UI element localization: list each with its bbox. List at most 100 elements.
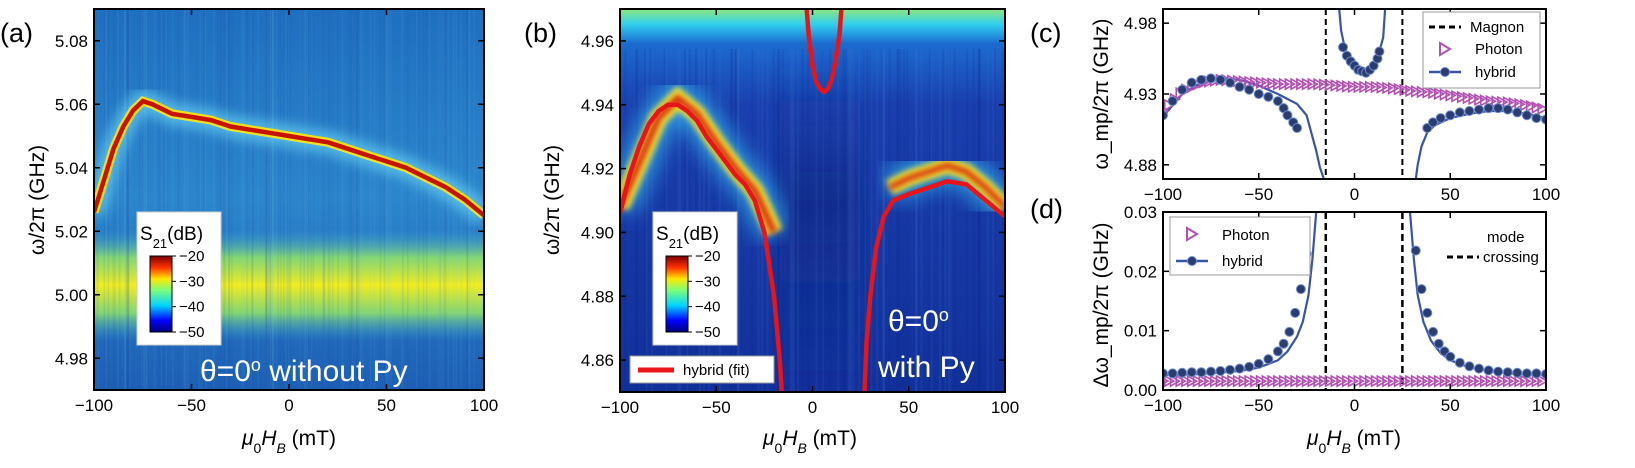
xtick-label: 0 bbox=[284, 396, 293, 415]
noise-stripe bbox=[942, 49, 945, 392]
noise-stripe bbox=[139, 9, 141, 390]
photon-marker bbox=[1336, 374, 1348, 388]
photon-marker bbox=[1388, 81, 1400, 95]
noise-stripe bbox=[267, 9, 270, 390]
photon-marker bbox=[1290, 77, 1302, 91]
noise-stripe bbox=[124, 9, 126, 390]
photon-marker bbox=[1416, 85, 1429, 99]
noise-stripe bbox=[356, 9, 358, 390]
noise-stripe bbox=[277, 9, 280, 390]
axes-a-xticks: −100 −50 0 50 100 bbox=[75, 9, 498, 415]
hybrid-marker bbox=[1196, 74, 1207, 85]
hybrid-marker bbox=[1253, 358, 1264, 369]
noise-stripe bbox=[160, 9, 162, 390]
noise-stripe bbox=[821, 49, 824, 392]
hybrid-marker bbox=[1284, 326, 1295, 337]
noise-stripe bbox=[797, 49, 800, 392]
photon-marker bbox=[1365, 80, 1377, 94]
ytick-label: 0.02 bbox=[1124, 262, 1157, 281]
colorbar-tick-label: −50 bbox=[179, 324, 204, 341]
colorbar-tick-label: −30 bbox=[179, 273, 204, 290]
photon-marker bbox=[1284, 374, 1297, 388]
noise-stripe bbox=[323, 9, 325, 390]
xtick-label: 0 bbox=[808, 398, 817, 417]
noise-stripe bbox=[350, 9, 353, 390]
photon-marker bbox=[1497, 374, 1509, 388]
legend-c: Magnon Photon hybrid bbox=[1422, 11, 1541, 89]
noise-stripe bbox=[289, 9, 292, 390]
photon-marker bbox=[1342, 79, 1354, 93]
noise-stripe bbox=[257, 9, 260, 390]
panel-label-c: (c) bbox=[1030, 18, 1061, 48]
noise-stripe bbox=[428, 9, 431, 390]
colorbar-tick-label: −50 bbox=[695, 324, 720, 341]
hybrid-marker bbox=[1244, 361, 1255, 372]
noise-stripe bbox=[949, 49, 952, 392]
photon-marker bbox=[1485, 94, 1498, 108]
annotation-a: θ=0o without Py bbox=[200, 355, 408, 388]
noise-stripe bbox=[920, 49, 923, 392]
photon-marker bbox=[1468, 374, 1480, 388]
legend-d-photon-swatch bbox=[1186, 226, 1199, 242]
annotation-b-line1: θ=0o bbox=[888, 305, 949, 338]
photon-marker bbox=[1508, 374, 1521, 388]
legend-d-photon-label: Photon bbox=[1222, 227, 1270, 244]
xtick-label: 50 bbox=[1441, 185, 1460, 204]
axes-d-ylabel: Δω_mp/2π (GHz) bbox=[1090, 222, 1113, 387]
noise-stripe bbox=[357, 9, 360, 390]
noise-stripe bbox=[141, 9, 143, 390]
xtick-label: −100 bbox=[1144, 185, 1182, 204]
photon-marker bbox=[1410, 374, 1423, 388]
hybrid-marker bbox=[1177, 367, 1188, 378]
noise-stripe bbox=[829, 49, 832, 392]
axes-a-yticks: 4.98 5.00 5.02 5.04 5.06 5.08 bbox=[55, 32, 484, 368]
hybrid-marker bbox=[1428, 326, 1439, 337]
axes-b-yticks: 4.86 4.88 4.90 4.92 4.94 4.96 bbox=[581, 32, 1005, 370]
photon-marker bbox=[1284, 77, 1297, 91]
colorbar-b-ticks: −20 −30 −40 −50 bbox=[688, 248, 720, 341]
photon-marker bbox=[1531, 101, 1544, 114]
noise-stripe bbox=[896, 49, 899, 392]
hybrid-marker bbox=[1234, 81, 1245, 92]
photon-marker bbox=[1175, 374, 1187, 388]
hybrid-marker bbox=[1290, 307, 1301, 318]
hybrid-marker bbox=[1338, 42, 1349, 53]
noise-stripe bbox=[944, 49, 947, 392]
legend-d-crossing-label-line1: mode bbox=[1487, 229, 1525, 246]
photon-marker bbox=[1370, 374, 1383, 388]
colorbar-b: S21(dB) −20 −30 −40 −50 bbox=[652, 211, 738, 346]
noise-stripe bbox=[299, 9, 302, 390]
noise-stripe bbox=[125, 9, 127, 390]
noise-stripe bbox=[196, 9, 199, 390]
noise-stripe bbox=[792, 49, 795, 392]
photon-marker bbox=[1267, 77, 1279, 91]
photon-marker bbox=[1273, 77, 1285, 91]
noise-stripe bbox=[650, 49, 653, 392]
panel-c-hybrid-points bbox=[1163, 42, 1546, 133]
noise-stripe bbox=[127, 9, 130, 390]
photon-marker bbox=[1382, 374, 1394, 388]
photon-marker bbox=[1399, 374, 1411, 388]
legend-c-magnon-label: Magnon bbox=[1470, 19, 1524, 36]
noise-stripe bbox=[329, 9, 331, 390]
photon-marker bbox=[1267, 374, 1279, 388]
noise-stripe bbox=[407, 9, 409, 390]
colorbar-a-label: S21(dB) bbox=[140, 224, 203, 251]
hybrid-marker bbox=[1493, 366, 1504, 377]
noise-stripe bbox=[166, 9, 169, 390]
hybrid-marker bbox=[1428, 117, 1439, 128]
photon-marker bbox=[1376, 374, 1388, 388]
photon-marker bbox=[1221, 374, 1233, 388]
noise-stripe bbox=[928, 49, 931, 392]
photon-marker bbox=[1462, 91, 1475, 105]
hybrid-marker bbox=[1454, 107, 1465, 118]
colorbar-tick-label: −30 bbox=[695, 273, 720, 290]
axes-d-xlabel: μ0HB (mT) bbox=[1306, 427, 1401, 456]
photon-marker bbox=[1376, 81, 1388, 94]
noise-stripe bbox=[304, 9, 307, 390]
axes-b-xlabel: μ0HB (mT) bbox=[762, 427, 857, 456]
noise-stripe bbox=[978, 49, 981, 392]
noise-stripe bbox=[288, 9, 290, 390]
xtick-label: −100 bbox=[601, 398, 639, 417]
noise-stripe bbox=[323, 9, 325, 390]
